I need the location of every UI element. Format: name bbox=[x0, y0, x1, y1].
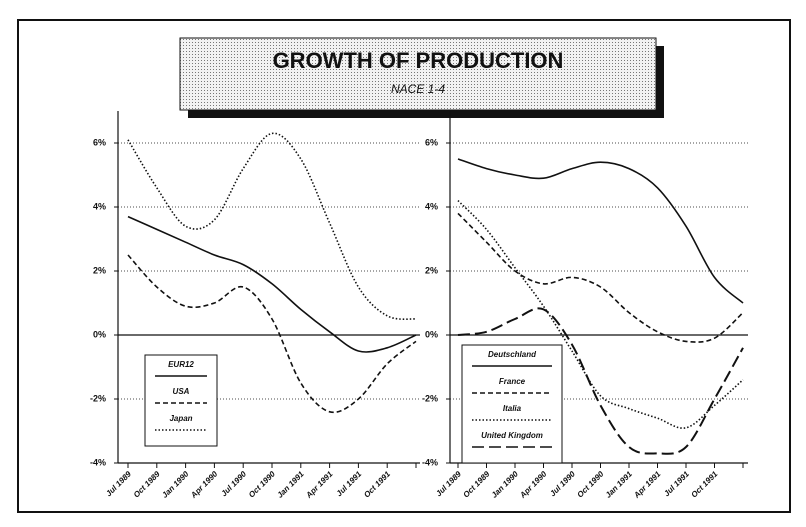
x-tick-label: Jul 1990 bbox=[548, 469, 577, 498]
x-tick-label: Jan 1990 bbox=[490, 469, 521, 500]
series-line bbox=[127, 254, 417, 414]
x-tick-label: Oct 1991 bbox=[689, 469, 719, 499]
title-box bbox=[179, 37, 657, 111]
y-tick-label: 6% bbox=[425, 137, 438, 147]
x-tick-label: Oct 1989 bbox=[132, 469, 162, 499]
y-tick-label: -2% bbox=[422, 393, 438, 403]
series-line bbox=[127, 215, 417, 353]
series-line bbox=[127, 132, 417, 320]
legend-label: United Kingdom bbox=[481, 431, 543, 440]
y-tick-label: 4% bbox=[425, 201, 438, 211]
chart-title: GROWTH OF PRODUCTION bbox=[273, 48, 564, 73]
y-tick-label: 0% bbox=[93, 329, 106, 339]
x-tick-label: Jul 1990 bbox=[219, 469, 248, 498]
y-tick-label: -4% bbox=[90, 457, 106, 467]
legend-label: France bbox=[499, 377, 526, 386]
x-tick-label: Oct 1991 bbox=[362, 469, 392, 499]
y-tick-label: 4% bbox=[93, 201, 106, 211]
x-tick-label: Jul 1991 bbox=[335, 469, 364, 498]
x-tick-label: Apr 1991 bbox=[304, 469, 335, 500]
x-tick-label: Apr 1990 bbox=[188, 469, 219, 500]
x-tick-label: Apr 1991 bbox=[631, 469, 662, 500]
x-tick-label: Apr 1990 bbox=[517, 469, 548, 500]
x-tick-label: Jan 1991 bbox=[275, 469, 306, 500]
x-tick-label: Jan 1991 bbox=[604, 469, 635, 500]
legend-label: USA bbox=[173, 387, 190, 396]
x-tick-label: Jan 1990 bbox=[160, 469, 191, 500]
legend-label: Italia bbox=[503, 404, 522, 413]
legend-label: Deutschland bbox=[488, 350, 537, 359]
x-tick-label: Oct 1990 bbox=[575, 469, 605, 499]
legend-label: EUR12 bbox=[168, 360, 194, 369]
x-tick-label: Jul 1989 bbox=[104, 469, 133, 498]
x-tick-label: Jul 1991 bbox=[662, 469, 691, 498]
y-tick-label: -4% bbox=[422, 457, 438, 467]
x-tick-label: Oct 1989 bbox=[461, 469, 491, 499]
legend-label: Japan bbox=[169, 414, 192, 423]
series-line bbox=[457, 200, 744, 429]
legend-box bbox=[461, 344, 563, 464]
legend-box bbox=[144, 354, 218, 447]
series-line bbox=[457, 307, 744, 455]
chart-subtitle: NACE 1-4 bbox=[391, 82, 445, 96]
y-tick-label: 2% bbox=[93, 265, 106, 275]
series-line bbox=[457, 212, 744, 343]
y-tick-label: -2% bbox=[90, 393, 106, 403]
y-tick-label: 2% bbox=[425, 265, 438, 275]
series-line bbox=[457, 158, 744, 304]
frame bbox=[17, 19, 791, 513]
y-tick-label: 6% bbox=[93, 137, 106, 147]
x-tick-label: Oct 1990 bbox=[247, 469, 277, 499]
y-tick-label: 0% bbox=[425, 329, 438, 339]
x-tick-label: Jul 1989 bbox=[434, 469, 463, 498]
